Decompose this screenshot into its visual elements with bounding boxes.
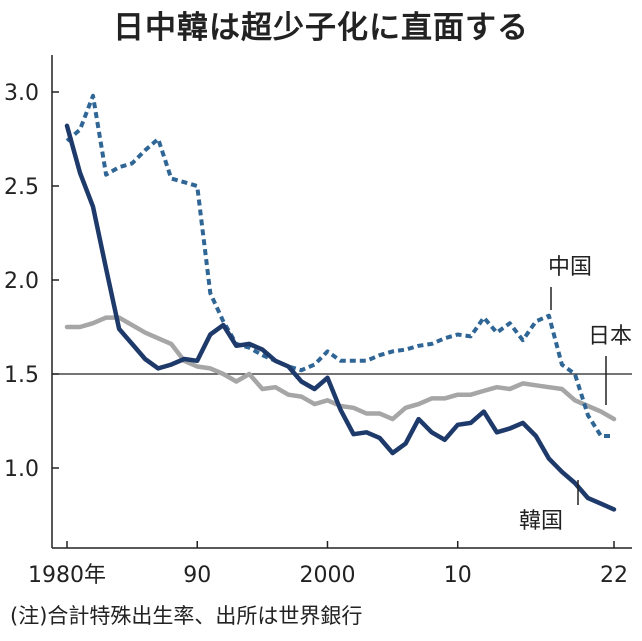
series-line-korea [64,123,617,512]
series-label-korea: 韓国 [519,509,563,534]
series-line-china [65,93,614,438]
y-tick-label: 1.0 [4,457,39,482]
x-tick-label: 22 [600,563,628,588]
series-labels: 中国 日本 韓国 [519,255,632,534]
series-lines [64,93,617,512]
y-tick-label: 2.5 [4,175,39,200]
series-label-japan: 日本 [588,324,632,349]
x-tick-label: 2000 [299,563,355,588]
y-tick-label: 3.0 [4,81,39,106]
y-tick-label: 2.0 [4,269,39,294]
series-label-china: 中国 [548,255,592,280]
x-tick-label: 1980年 [28,563,106,588]
chart-title: 日中韓は超少子化に直面する [113,10,529,46]
x-tick-label: 90 [183,563,211,588]
y-tick-label: 1.5 [4,363,39,388]
axes: 1.0 1.5 2.0 2.5 3.0 1980年 90 2000 10 22 [4,55,632,588]
x-tick-label: 10 [444,563,472,588]
chart-note: (注)合計特殊出生率、出所は世界銀行 [10,604,363,628]
